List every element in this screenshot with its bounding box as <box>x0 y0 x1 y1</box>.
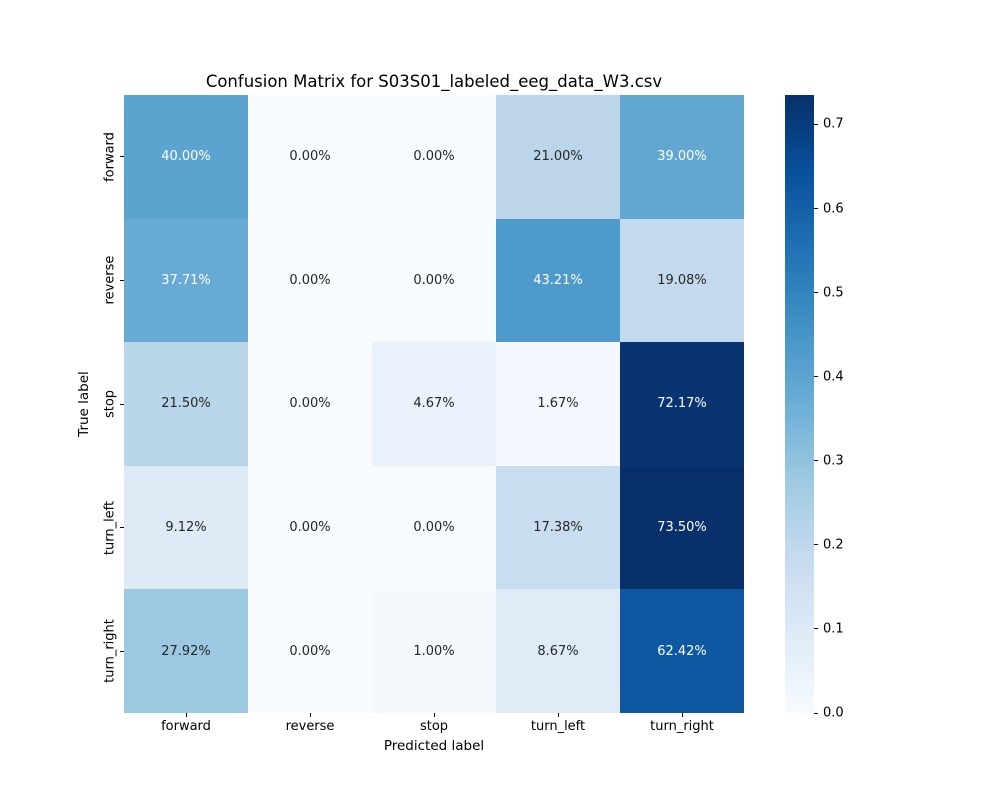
x-tick-label: stop <box>419 719 449 734</box>
y-tick-mark <box>120 279 124 281</box>
colorbar-tick-mark <box>814 544 818 546</box>
colorbar-tick-label: 0.5 <box>823 285 844 301</box>
cell-value: 37.71% <box>161 272 211 288</box>
cell-value: 62.42% <box>657 643 707 659</box>
heatmap-cell: 73.50% <box>620 465 744 590</box>
colorbar-tick-mark <box>814 123 818 125</box>
cell-value: 4.67% <box>413 396 455 412</box>
cell-value: 0.00% <box>289 643 331 659</box>
cell-value: 0.00% <box>413 272 455 288</box>
colorbar-tick-mark <box>814 460 818 462</box>
heatmap-cell: 43.21% <box>496 218 620 343</box>
colorbar-tick-mark <box>814 292 818 294</box>
colorbar-tick-label: 0.7 <box>823 116 844 132</box>
heatmap-cell: 1.00% <box>372 589 496 713</box>
cell-value: 39.00% <box>657 149 707 165</box>
heatmap-cell: 0.00% <box>248 589 372 713</box>
y-tick-label: forward <box>102 131 118 182</box>
cell-value: 1.00% <box>413 643 455 659</box>
colorbar-tick-mark <box>814 376 818 378</box>
heatmap-cell: 37.71% <box>124 218 248 343</box>
x-tick-label: reverse <box>285 719 335 734</box>
cell-value: 9.12% <box>165 520 207 536</box>
x-tick-label: turn_right <box>650 719 714 734</box>
cell-value: 1.67% <box>537 396 579 412</box>
colorbar-tick-label: 0.4 <box>823 369 844 385</box>
cell-value: 0.00% <box>289 149 331 165</box>
chart-title: Confusion Matrix for S03S01_labeled_eeg_… <box>205 72 663 91</box>
x-tick-mark <box>185 713 187 717</box>
heatmap-cell: 8.67% <box>496 589 620 713</box>
heatmap-cell: 0.00% <box>248 95 372 219</box>
heatmap-cell: 17.38% <box>496 465 620 590</box>
cell-value: 40.00% <box>161 149 211 165</box>
cell-value: 19.08% <box>657 272 707 288</box>
colorbar-tick-label: 0.2 <box>823 537 844 553</box>
heatmap-cell: 27.92% <box>124 589 248 713</box>
colorbar-tick-label: 0.3 <box>823 453 844 469</box>
cell-value: 17.38% <box>533 520 583 536</box>
x-tick-label: turn_left <box>530 719 586 734</box>
x-axis-label: Predicted label <box>383 738 485 754</box>
x-tick-mark <box>681 713 683 717</box>
heatmap-cell: 0.00% <box>248 342 372 466</box>
cell-value: 8.67% <box>537 643 579 659</box>
colorbar-tick-label: 0.0 <box>823 705 844 721</box>
y-tick-mark <box>120 156 124 158</box>
heatmap-cell: 0.00% <box>248 465 372 590</box>
heatmap-cell: 72.17% <box>620 342 744 466</box>
heatmap-cell: 0.00% <box>372 218 496 343</box>
heatmap-cell: 9.12% <box>124 465 248 590</box>
cell-value: 27.92% <box>161 643 211 659</box>
cell-value: 0.00% <box>289 396 331 412</box>
y-tick-label: stop <box>102 389 118 419</box>
heatmap-cell: 21.50% <box>124 342 248 466</box>
x-tick-mark <box>557 713 559 717</box>
heatmap-cell: 40.00% <box>124 95 248 219</box>
heatmap-cell: 4.67% <box>372 342 496 466</box>
x-tick-mark <box>309 713 311 717</box>
heatmap-cell: 19.08% <box>620 218 744 343</box>
y-tick-mark <box>120 650 124 652</box>
y-tick-label: turn_left <box>102 500 118 555</box>
colorbar-tick-label: 0.1 <box>823 621 844 637</box>
y-tick-label: turn_right <box>102 619 118 684</box>
heatmap-cell: 62.42% <box>620 589 744 713</box>
cell-value: 0.00% <box>413 149 455 165</box>
x-tick-mark <box>433 713 435 717</box>
colorbar-tick-mark <box>814 208 818 209</box>
cell-value: 0.00% <box>289 272 331 288</box>
heatmap-cell: 1.67% <box>496 342 620 466</box>
heatmap-cell: 21.00% <box>496 95 620 219</box>
cell-value: 0.00% <box>413 520 455 536</box>
cell-value: 43.21% <box>533 272 583 288</box>
colorbar-tick-mark <box>814 628 818 630</box>
heatmap-cell: 0.00% <box>372 465 496 590</box>
cell-value: 21.50% <box>161 396 211 412</box>
heatmap-cell: 39.00% <box>620 95 744 219</box>
y-axis-label: True label <box>76 371 92 437</box>
cell-value: 0.00% <box>289 520 331 536</box>
heatmap-cell: 0.00% <box>372 95 496 219</box>
heatmap-cell: 0.00% <box>248 218 372 343</box>
y-tick-label: reverse <box>102 255 118 305</box>
colorbar-tick-mark <box>814 712 818 714</box>
y-tick-mark <box>120 527 124 529</box>
y-tick-mark <box>120 403 124 405</box>
heatmap-grid: 40.00% 0.00% 0.00% 21.00% 39.00% 37.71% 0.00% 0… <box>124 95 744 713</box>
colorbar <box>785 95 814 713</box>
cell-value: 72.17% <box>657 396 707 412</box>
x-tick-label: forward <box>161 719 211 734</box>
cell-value: 21.00% <box>533 149 583 165</box>
colorbar-tick-label: 0.6 <box>823 201 844 216</box>
cell-value: 73.50% <box>657 520 707 536</box>
